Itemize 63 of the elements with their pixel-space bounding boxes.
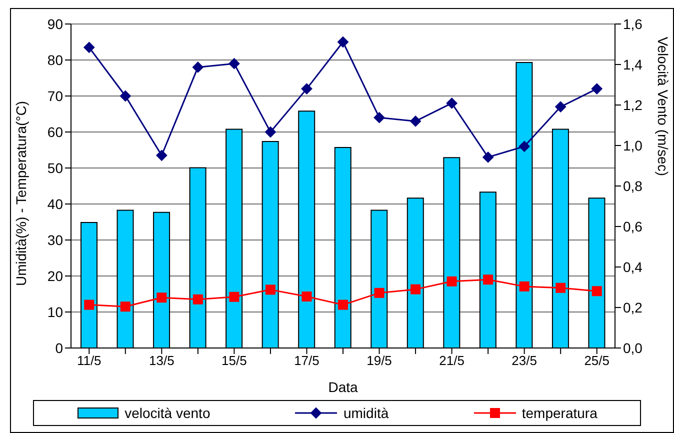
y-axis-title: Umidità(%) - Temperatura(°C) (12, 100, 29, 286)
y-tick-label: 20 (47, 268, 64, 284)
x-tick-label: 15/5 (222, 353, 247, 368)
legend-label: velocità vento (124, 405, 210, 421)
y2-tick-label: 0,8 (623, 178, 643, 194)
point (156, 292, 167, 303)
point (84, 42, 95, 53)
y-tick-label: 30 (47, 232, 64, 248)
legend-label: temperatura (522, 405, 598, 421)
point (229, 292, 240, 302)
point (518, 140, 530, 152)
point (265, 284, 276, 295)
point (228, 58, 240, 70)
point (338, 36, 348, 48)
y2-tick-label: 1,4 (623, 56, 643, 72)
x-tick-label: 13/5 (149, 353, 174, 368)
point (264, 126, 276, 138)
y-tick-label: 80 (47, 52, 64, 68)
y2-axis-title: Velocità Vento (m/sec) (655, 36, 672, 176)
point (446, 276, 457, 286)
y-tick-label: 40 (47, 196, 64, 212)
point (374, 288, 384, 298)
y2-tick-label: 1,0 (623, 137, 643, 154)
y2-tick-label: 0,0 (623, 340, 643, 356)
point (410, 116, 422, 127)
point (120, 302, 130, 312)
y2-tick-label: 1,2 (623, 96, 643, 113)
x-tick-label: 23/5 (512, 353, 537, 368)
y-tick-label: 50 (47, 160, 64, 176)
y2-tick-label: 1,6 (623, 16, 643, 32)
point (84, 300, 94, 310)
point (483, 274, 494, 285)
point (482, 152, 494, 163)
point (120, 90, 131, 102)
point (192, 294, 203, 304)
x-tick-label: 21/5 (439, 353, 464, 368)
point (192, 62, 204, 73)
point (410, 284, 421, 294)
y-tick-label: 60 (47, 124, 64, 140)
y2-tick-label: 0,4 (623, 258, 643, 275)
point (591, 83, 602, 94)
point (555, 101, 566, 112)
point (156, 150, 168, 161)
y-tick-label: 10 (47, 304, 64, 320)
point (519, 281, 530, 292)
x-tick-label: 19/5 (366, 353, 392, 368)
point (374, 112, 385, 124)
point (338, 300, 348, 310)
x-tick-label: 17/5 (294, 353, 320, 368)
y-tick-label: 90 (47, 16, 64, 32)
y-tick-label: 0 (55, 340, 64, 356)
x-tick-label: 25/5 (584, 353, 610, 368)
y2-tick-label: 0,2 (623, 299, 643, 316)
legend-label: umidità (343, 405, 389, 421)
point (556, 282, 566, 293)
y2-tick-label: 0,6 (623, 218, 643, 234)
y-tick-label: 70 (47, 88, 64, 104)
point (302, 292, 312, 302)
point (301, 83, 312, 94)
x-axis-title: Data (328, 379, 358, 395)
point (592, 286, 602, 296)
x-tick-label: 11/5 (76, 353, 102, 368)
point (446, 98, 458, 109)
